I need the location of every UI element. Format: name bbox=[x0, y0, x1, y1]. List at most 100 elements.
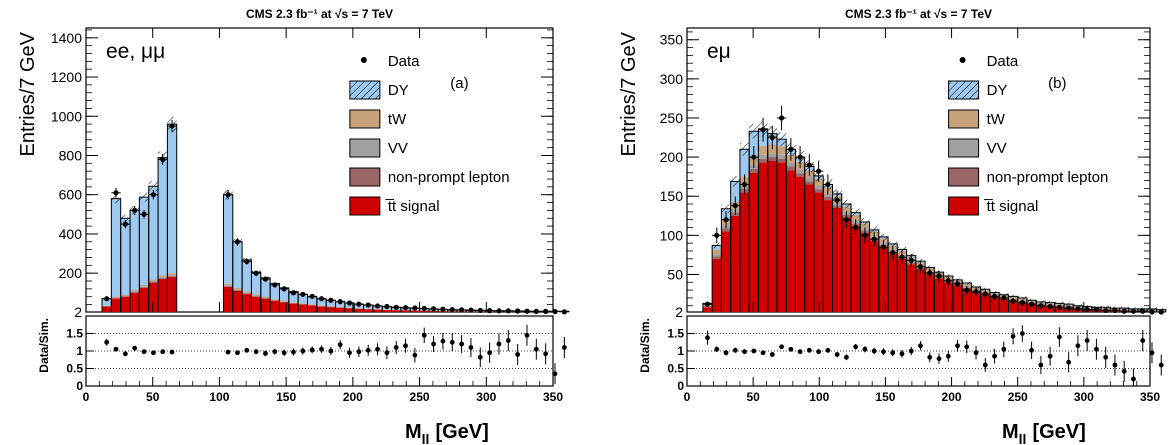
data-point-0 bbox=[704, 301, 711, 307]
data-point-16 bbox=[853, 224, 859, 231]
bar-dy-13 bbox=[223, 194, 233, 284]
bar-dy-15 bbox=[242, 260, 252, 292]
y-tick-label-6: 1400 bbox=[51, 30, 82, 46]
ratio-point-36 bbox=[1038, 362, 1044, 368]
data-point-5 bbox=[751, 154, 757, 160]
data-point-35 bbox=[430, 306, 437, 312]
data-point-6 bbox=[760, 127, 766, 133]
bar-ttsignal-16 bbox=[251, 296, 261, 312]
x-axis-label: Mll [GeV] bbox=[1002, 421, 1086, 445]
y-tick-label-4: 1000 bbox=[51, 108, 82, 124]
data-point-17 bbox=[862, 232, 868, 238]
panel-b: CMS 2.3 fb⁻¹ at √s = 7 TeV50100150200250… bbox=[618, 7, 1167, 445]
bar-tw-2 bbox=[120, 294, 131, 296]
bar-ttsignal-0 bbox=[102, 306, 112, 312]
ratio-point-10 bbox=[797, 349, 803, 355]
data-point-47 bbox=[543, 308, 549, 315]
bar-ttsignal-2 bbox=[120, 296, 131, 312]
bar-dy-25 bbox=[335, 301, 345, 307]
ratio-point-22 bbox=[908, 348, 914, 354]
ratio-point-1 bbox=[113, 346, 119, 352]
bar-dy-2 bbox=[120, 218, 131, 295]
y-tick-label-5: 300 bbox=[660, 71, 684, 87]
bar-nonpromptlepton-2 bbox=[120, 296, 131, 297]
bar-ttsignal-15 bbox=[242, 293, 252, 312]
bar-ttsignal-11 bbox=[804, 184, 814, 312]
ratio-point-26 bbox=[945, 353, 951, 359]
ratio-point-43 bbox=[1103, 354, 1109, 360]
x-axis-label-sub: ll bbox=[422, 431, 430, 445]
bar-ttsignal-25 bbox=[335, 307, 345, 312]
y-tick-label-2: 600 bbox=[59, 187, 83, 203]
ratio-point-19 bbox=[281, 350, 287, 356]
data-point-7 bbox=[169, 123, 175, 129]
bar-dy-18 bbox=[270, 283, 280, 299]
data-point-14 bbox=[834, 197, 840, 203]
data-point-2 bbox=[122, 221, 128, 227]
uncertainty-hatch-30 bbox=[980, 287, 990, 291]
uncertainty-hatch-37 bbox=[1045, 301, 1055, 305]
bar-ttsignal-34 bbox=[1017, 301, 1027, 312]
bar-tw-22 bbox=[307, 304, 317, 305]
bar-ttsignal-9 bbox=[786, 170, 796, 312]
bar-ttsignal-23 bbox=[316, 306, 327, 312]
bar-ttsignal-21 bbox=[298, 304, 308, 312]
data-point-3 bbox=[732, 202, 738, 209]
x-tick-label-1: 50 bbox=[746, 390, 760, 404]
bar-tw-17 bbox=[860, 223, 870, 229]
bar-tw-20 bbox=[288, 302, 299, 303]
uncertainty-hatch-35 bbox=[1026, 298, 1037, 302]
bar-ttsignal-1 bbox=[111, 298, 121, 312]
data-point-2 bbox=[723, 217, 729, 223]
data-point-11 bbox=[806, 162, 812, 168]
bar-nonpromptlepton-7 bbox=[167, 276, 177, 278]
ratio-point-5 bbox=[751, 348, 757, 354]
bar-ttsignal-33 bbox=[410, 310, 420, 312]
panel-a: CMS 2.3 fb⁻¹ at √s = 7 TeV20040060080010… bbox=[17, 7, 570, 445]
data-point-28 bbox=[365, 302, 371, 308]
data-point-43 bbox=[505, 308, 511, 314]
bar-ttsignal-14 bbox=[832, 207, 842, 312]
data-point-40 bbox=[477, 307, 483, 314]
y-tick-label-3: 200 bbox=[660, 149, 684, 165]
bar-dy-24 bbox=[326, 300, 336, 307]
y-tick-label-1: 100 bbox=[660, 227, 684, 243]
data-point-48 bbox=[1149, 309, 1155, 315]
data-point-13 bbox=[825, 181, 831, 188]
data-point-44 bbox=[515, 308, 521, 314]
bar-ttsignal-8 bbox=[776, 162, 787, 312]
data-point-37 bbox=[449, 307, 455, 313]
ratio-point-13 bbox=[825, 347, 831, 353]
bar-nonpromptlepton-2 bbox=[721, 228, 731, 232]
x-tick-label-0: 0 bbox=[83, 390, 90, 404]
ratio-point-17 bbox=[263, 351, 268, 356]
ratio-point-2 bbox=[723, 350, 729, 356]
x-axis-label-unit: [GeV] bbox=[1032, 421, 1085, 443]
legend-hatch bbox=[349, 81, 380, 99]
uncertainty-hatch-31 bbox=[989, 290, 1000, 295]
bar-ttsignal-35 bbox=[1026, 303, 1037, 312]
data-point-27 bbox=[954, 281, 961, 287]
ratio-tick-label-3: 1.5 bbox=[667, 327, 684, 341]
bar-nonpromptlepton-4 bbox=[139, 287, 149, 288]
legend-label-1: DY bbox=[987, 82, 1008, 99]
bar-vv-6 bbox=[158, 277, 168, 279]
uncertainty-hatch-33 bbox=[1008, 294, 1018, 298]
ratio-point-30 bbox=[384, 350, 390, 356]
bar-vv-11 bbox=[804, 177, 814, 182]
data-point-33 bbox=[412, 305, 418, 311]
bar-vv-18 bbox=[270, 299, 280, 301]
ratio-tick-label-1: 0.5 bbox=[667, 362, 684, 376]
bar-vv-9 bbox=[786, 162, 796, 167]
ratio-point-40 bbox=[477, 354, 483, 360]
chart-title: CMS 2.3 fb⁻¹ at √s = 7 TeV bbox=[246, 7, 393, 21]
bar-nonpromptlepton-9 bbox=[786, 166, 796, 171]
y-tick-label-5: 1200 bbox=[51, 69, 82, 85]
y-tick-label-0: 50 bbox=[667, 266, 683, 282]
ratio-point-23 bbox=[319, 346, 324, 352]
bar-ttsignal-7 bbox=[767, 161, 777, 312]
ratio-point-21 bbox=[300, 348, 306, 354]
bar-tw-17 bbox=[260, 296, 271, 298]
uncertainty-hatch-17 bbox=[860, 218, 870, 226]
ratio-point-9 bbox=[788, 346, 794, 352]
